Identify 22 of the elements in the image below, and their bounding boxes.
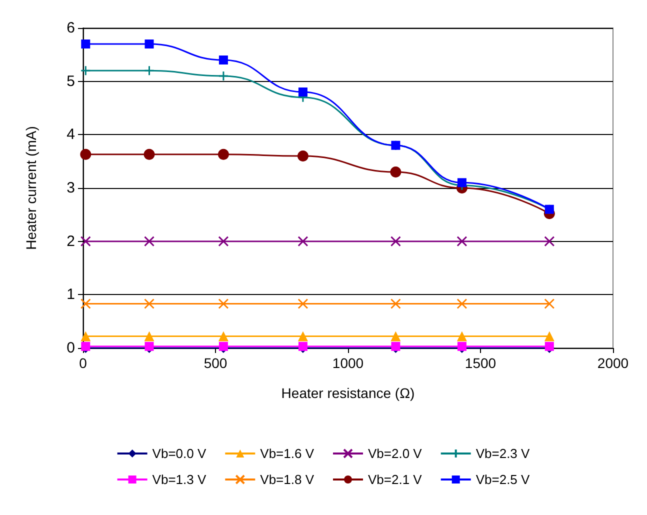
legend-label: Vb=1.3 V: [152, 472, 206, 487]
legend-label: Vb=1.6 V: [260, 446, 314, 461]
y-tick-label: 3: [66, 180, 75, 196]
y-tick-label: 4: [66, 126, 75, 144]
x-axis-title: Heater resistance (Ω): [281, 385, 415, 401]
x-tick-label: 500: [204, 355, 228, 371]
x-tick-label: 1500: [464, 355, 496, 371]
y-tick-label: 1: [66, 286, 75, 304]
legend-label: Vb=0.0 V: [152, 446, 206, 461]
legend-label: Vb=2.0 V: [368, 446, 422, 461]
x-tick-label: 2000: [597, 355, 629, 371]
legend-label: Vb=1.8 V: [260, 472, 314, 487]
y-tick-label: 5: [66, 72, 75, 90]
legend-label: Vb=2.1 V: [368, 472, 422, 487]
y-tick-label: 2: [66, 232, 75, 250]
x-tick-label: 0: [79, 355, 88, 371]
legend-label: Vb=2.5 V: [476, 472, 530, 487]
y-axis-title: Heater current (mA): [23, 126, 39, 250]
y-tick-label: 6: [66, 20, 75, 36]
legend-label: Vb=2.3 V: [476, 446, 530, 461]
y-tick-label: 0: [66, 340, 75, 356]
x-tick-label: 1000: [332, 355, 364, 371]
